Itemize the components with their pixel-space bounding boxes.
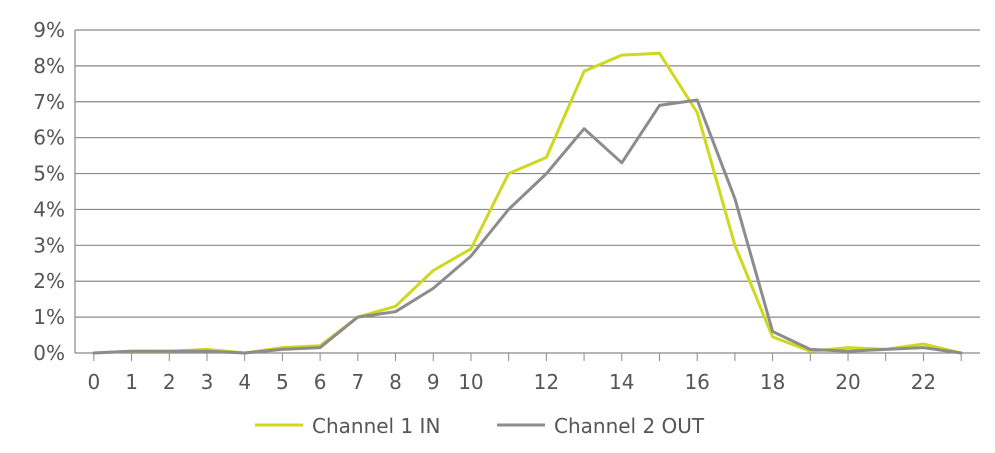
y-tick-label: 5% [33,162,65,186]
x-axis: 0 1 2 3 4 5 6 7 8 9 10 12 14 16 18 20 22 [74,30,962,394]
x-tick-label: 0 [87,370,100,394]
x-tick-label: 18 [760,370,785,394]
x-tick-label: 4 [238,370,251,394]
x-tick-label: 16 [684,370,709,394]
y-tick-label: 1% [33,305,65,329]
x-tick-label: 10 [458,370,483,394]
x-tick-label: 20 [835,370,860,394]
y-tick-label: 7% [33,90,65,114]
y-tick-label: 3% [33,233,65,257]
x-tick-label: 3 [201,370,214,394]
x-tick-label: 14 [609,370,634,394]
x-tick-label: 5 [276,370,289,394]
grid-lines [75,29,980,354]
legend-label-2: Channel 2 OUT [554,414,705,438]
y-tick-label: 2% [33,269,65,293]
x-tick-label: 22 [911,370,936,394]
y-tick-label: 8% [33,54,65,78]
legend: Channel 1 IN Channel 2 OUT [255,414,705,438]
x-tick-label: 12 [534,370,559,394]
y-tick-label: 9% [33,18,65,42]
x-tick-label: 9 [427,370,440,394]
x-tick-label: 8 [389,370,402,394]
x-tick-label: 6 [314,370,327,394]
x-tick-label: 1 [125,370,138,394]
y-tick-label: 6% [33,126,65,150]
series-lines [92,51,963,355]
series-line-2 [92,98,963,355]
series-line-1 [92,51,963,355]
y-axis-ticks: 0% 1% 2% 3% 4% 5% 6% 7% 8% 9% [33,18,65,365]
y-tick-label: 0% [33,341,65,365]
legend-label-1: Channel 1 IN [312,414,440,438]
x-tick-label: 2 [163,370,176,394]
x-tick-label: 7 [351,370,364,394]
y-tick-label: 4% [33,197,65,221]
